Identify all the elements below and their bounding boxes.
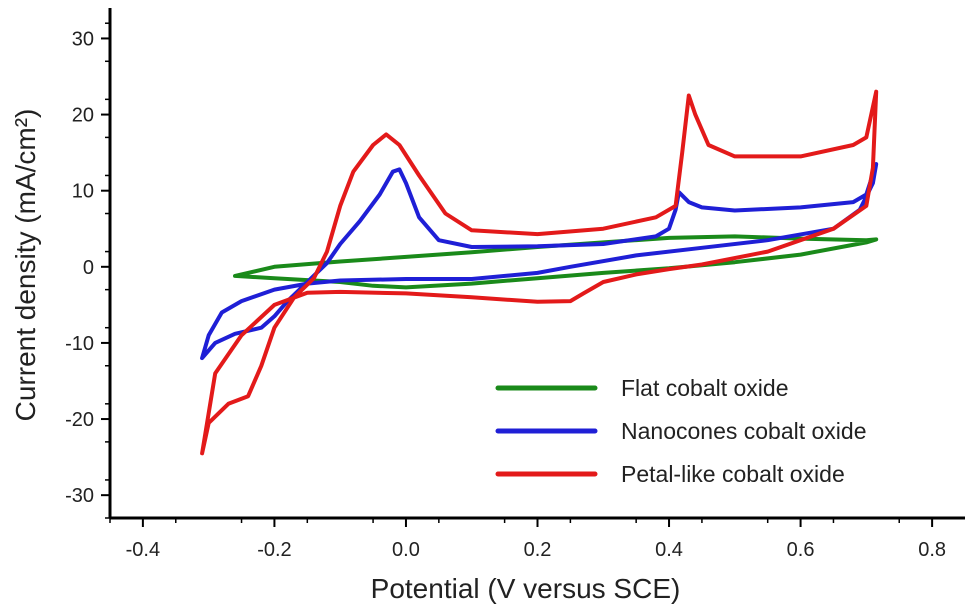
legend-label-1: Nanocones cobalt oxide [621, 418, 867, 444]
legend: Flat cobalt oxide Nanocones cobalt oxide P… [495, 375, 867, 487]
y-tick-label: 0 [83, 257, 94, 279]
x-tick-label: 0.2 [524, 539, 552, 561]
x-tick-label: 0.6 [787, 539, 815, 561]
series-line-2 [200, 89, 879, 456]
x-tick-label: 0.0 [392, 539, 420, 561]
y-tick-label: 20 [72, 105, 94, 127]
axis-titles: Potential (V versus SCE) Current density… [10, 109, 680, 604]
x-tick-label: -0.2 [257, 539, 291, 561]
legend-label-2: Petal-like cobalt oxide [621, 461, 845, 487]
series-line-0 [233, 234, 879, 290]
y-tick-label: -20 [65, 409, 94, 431]
series-line-1 [200, 162, 879, 361]
x-tick-label: 0.8 [918, 539, 946, 561]
y-tick-label: 30 [72, 28, 94, 50]
y-tick-label: -30 [65, 485, 94, 507]
x-tick-label: -0.4 [126, 539, 160, 561]
legend-label-0: Flat cobalt oxide [621, 375, 788, 401]
axes: -30 -20 -10 0 10 20 30 -0.4 -0.2 0.0 0.2 0.4 0.6 0.8 [65, 8, 965, 561]
y-tick-label: -10 [65, 333, 94, 355]
x-axis-title: Potential (V versus SCE) [371, 573, 681, 604]
series-layer [200, 89, 879, 456]
y-axis-title: Current density (mA/cm²) [10, 109, 41, 422]
x-tick-label: 0.4 [655, 539, 683, 561]
y-tick-label: 10 [72, 181, 94, 203]
